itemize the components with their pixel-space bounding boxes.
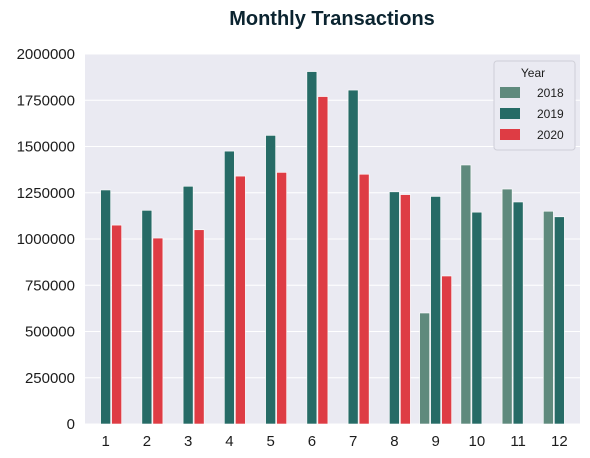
bar-2018-month-11 bbox=[501, 188, 513, 425]
bar-2019-month-7 bbox=[347, 89, 359, 425]
bar-2018-month-12 bbox=[543, 210, 554, 425]
y-tick-label: 2000000 bbox=[17, 46, 75, 63]
bar-2019-month-12 bbox=[554, 216, 565, 425]
legend-title: Year bbox=[521, 66, 545, 80]
y-tick-label: 250000 bbox=[25, 370, 75, 387]
bar-2019-month-9 bbox=[430, 196, 441, 425]
x-tick-label: 4 bbox=[225, 433, 233, 450]
bar-2019-month-2 bbox=[141, 210, 153, 425]
bar-2019-month-3 bbox=[182, 185, 194, 425]
y-tick-label: 1250000 bbox=[17, 185, 75, 202]
legend-box bbox=[493, 60, 576, 151]
bar-2019-month-11 bbox=[512, 201, 524, 425]
bar-2020-month-9 bbox=[441, 275, 452, 425]
y-axis-ticks: 0 250000 500000 750000 1000000 1250000 1500000… bbox=[17, 46, 75, 433]
y-tick-label: 750000 bbox=[25, 277, 75, 294]
bar-2019-month-4 bbox=[224, 150, 235, 425]
x-tick-label: 7 bbox=[349, 433, 357, 450]
bar-2020-month-6 bbox=[317, 96, 329, 425]
bar-2018-month-9 bbox=[419, 312, 430, 425]
x-tick-label: 3 bbox=[184, 433, 192, 450]
bar-2019-month-8 bbox=[389, 191, 400, 425]
legend-label-2019: 2019 bbox=[537, 107, 564, 121]
x-tick-label: 12 bbox=[551, 433, 568, 450]
x-tick-label: 5 bbox=[266, 433, 274, 450]
x-tick-label: 1 bbox=[101, 433, 109, 450]
y-tick-label: 0 bbox=[67, 416, 75, 433]
y-tick-label: 500000 bbox=[25, 324, 75, 341]
bar-2020-month-5 bbox=[276, 172, 287, 425]
bars bbox=[100, 71, 565, 425]
bar-2020-month-4 bbox=[235, 175, 246, 425]
bar-2020-month-7 bbox=[358, 173, 370, 425]
y-tick-label: 1500000 bbox=[17, 139, 75, 156]
bar-2020-month-2 bbox=[152, 237, 164, 425]
legend-label-2020: 2020 bbox=[537, 128, 564, 142]
bar-2019-month-6 bbox=[306, 71, 318, 425]
x-tick-label: 11 bbox=[510, 433, 526, 450]
y-tick-label: 1000000 bbox=[17, 231, 75, 248]
x-tick-label: 8 bbox=[390, 433, 398, 450]
legend-label-2018: 2018 bbox=[537, 86, 564, 100]
x-tick-label: 9 bbox=[431, 433, 439, 450]
legend-swatch-2020 bbox=[500, 129, 520, 140]
x-tick-label: 2 bbox=[143, 433, 151, 450]
bar-2019-month-1 bbox=[100, 189, 111, 425]
chart-title: Monthly Transactions bbox=[229, 8, 435, 30]
bar-2019-month-10 bbox=[471, 211, 483, 425]
bar-2020-month-8 bbox=[400, 194, 411, 425]
bar-2019-month-5 bbox=[265, 135, 276, 425]
x-tick-label: 6 bbox=[308, 433, 316, 450]
x-tick-label: 10 bbox=[469, 433, 486, 450]
bar-2020-month-3 bbox=[193, 229, 205, 425]
x-axis-ticks: 1 2 3 4 5 6 7 8 9 10 11 12 bbox=[101, 433, 567, 450]
legend-swatch-2018 bbox=[500, 87, 520, 98]
bar-2020-month-1 bbox=[111, 224, 122, 425]
legend: Year 2018 2019 2020 bbox=[493, 60, 576, 151]
bar-2018-month-10 bbox=[460, 164, 472, 425]
y-tick-label: 1750000 bbox=[17, 92, 75, 109]
legend-swatch-2019 bbox=[500, 108, 520, 119]
